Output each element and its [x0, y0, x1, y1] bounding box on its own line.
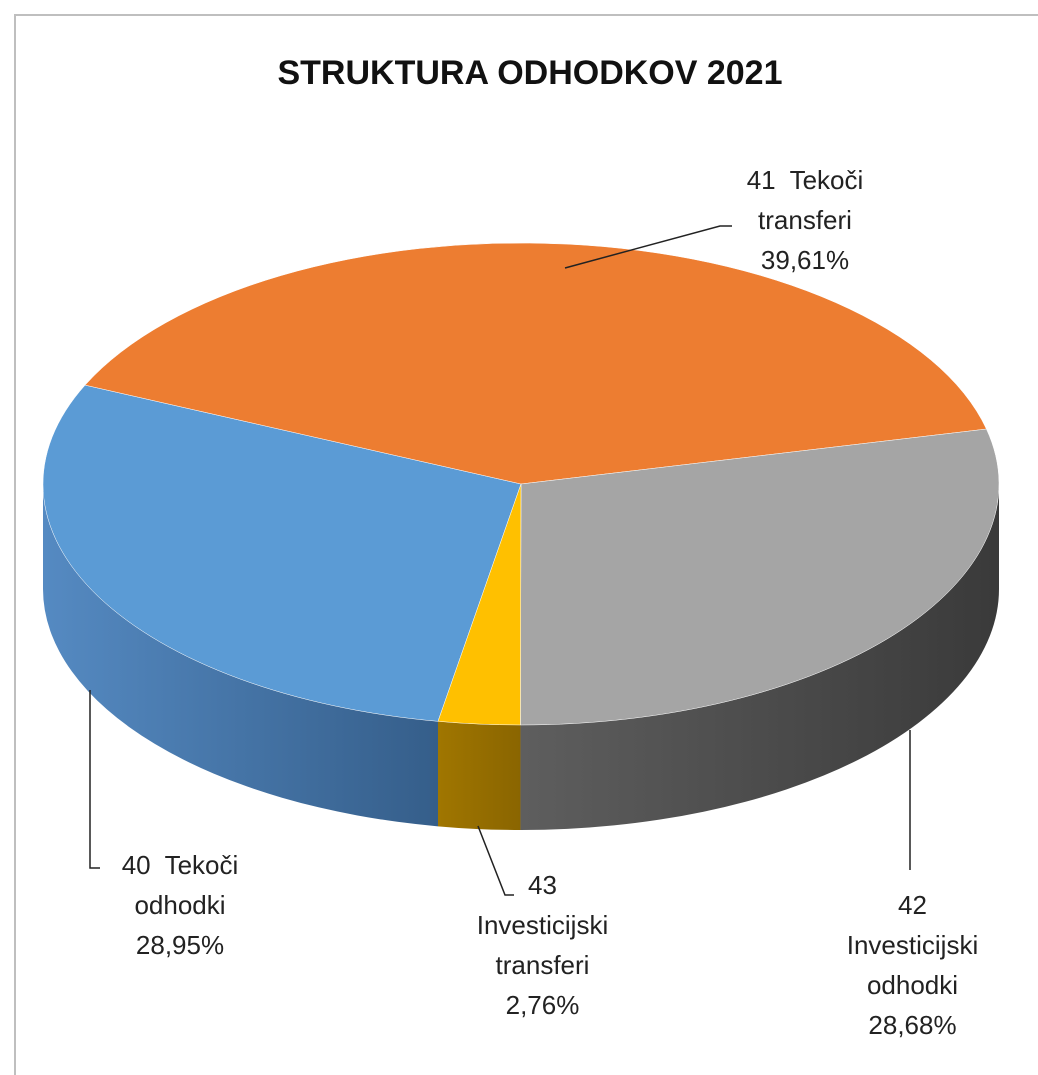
chart-title: STRUKTURA ODHODKOV 2021 [277, 54, 782, 92]
leader-lines [89, 225, 911, 896]
category-label: 42 Investicijski odhodki [846, 890, 986, 1000]
value-label: 28,95% [135, 930, 225, 960]
pie-slice [42, 384, 522, 722]
leader-line [564, 225, 732, 269]
pie-slice [437, 483, 522, 726]
value-label: 39,61% [760, 245, 850, 275]
slice-side [520, 484, 999, 830]
pie-sides [43, 484, 999, 830]
pie-slice [520, 428, 1000, 726]
slice-label: 41 Tekoči transferi 39,61% [720, 160, 890, 280]
slice-side [437, 721, 521, 830]
slice-label: 42 Investicijski odhodki 28,68% [830, 885, 995, 1045]
value-label: 2,76% [505, 990, 580, 1020]
category-label: 41 Tekoči transferi [746, 165, 871, 235]
slice-label: 43 Investicijski transferi 2,76% [460, 865, 625, 1025]
category-label: 43 Investicijski transferi [476, 870, 616, 980]
frame [14, 14, 1038, 1075]
leader-line [89, 690, 100, 869]
slice-side [43, 484, 438, 827]
pie-slice [84, 242, 987, 485]
value-label: 28,68% [868, 1010, 957, 1040]
slice-label: 40 Tekoči odhodki 28,95% [95, 845, 265, 965]
category-label: 40 Tekoči odhodki [121, 850, 246, 920]
leader-line [477, 825, 514, 896]
